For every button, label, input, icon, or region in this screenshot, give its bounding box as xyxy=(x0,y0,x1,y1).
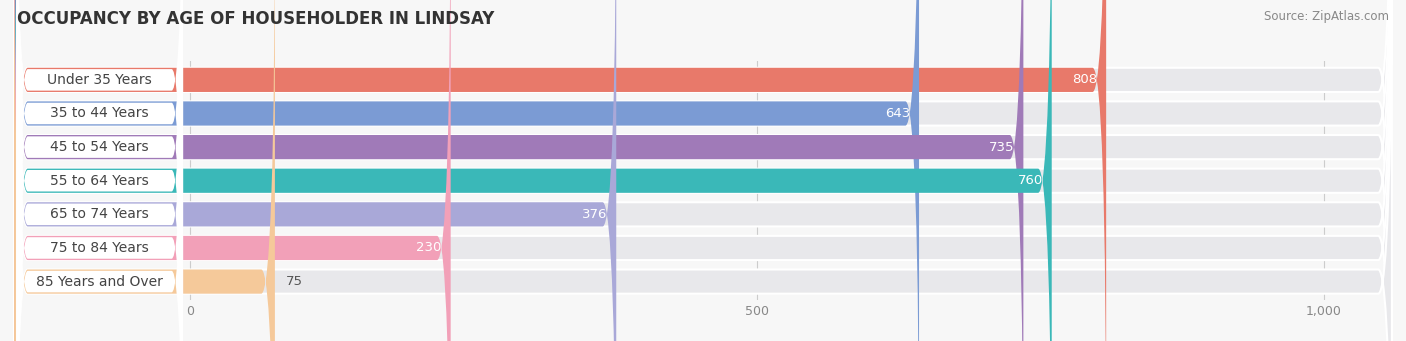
FancyBboxPatch shape xyxy=(14,0,451,341)
Text: OCCUPANCY BY AGE OF HOUSEHOLDER IN LINDSAY: OCCUPANCY BY AGE OF HOUSEHOLDER IN LINDS… xyxy=(17,10,495,28)
FancyBboxPatch shape xyxy=(17,0,183,341)
Text: 75: 75 xyxy=(287,275,304,288)
Text: 760: 760 xyxy=(1018,174,1043,187)
FancyBboxPatch shape xyxy=(17,0,183,341)
FancyBboxPatch shape xyxy=(14,0,276,341)
FancyBboxPatch shape xyxy=(14,0,1392,341)
FancyBboxPatch shape xyxy=(17,0,183,341)
FancyBboxPatch shape xyxy=(14,0,1052,341)
FancyBboxPatch shape xyxy=(14,0,1392,341)
FancyBboxPatch shape xyxy=(17,0,183,341)
FancyBboxPatch shape xyxy=(14,0,1107,341)
FancyBboxPatch shape xyxy=(17,0,183,341)
Text: 230: 230 xyxy=(416,241,441,254)
Text: 55 to 64 Years: 55 to 64 Years xyxy=(51,174,149,188)
Text: 376: 376 xyxy=(582,208,607,221)
Text: 65 to 74 Years: 65 to 74 Years xyxy=(51,207,149,221)
Text: 808: 808 xyxy=(1071,73,1097,86)
FancyBboxPatch shape xyxy=(14,0,1392,341)
Text: 735: 735 xyxy=(988,140,1014,153)
Text: Under 35 Years: Under 35 Years xyxy=(48,73,152,87)
FancyBboxPatch shape xyxy=(14,0,1392,341)
FancyBboxPatch shape xyxy=(14,0,1024,341)
Text: 85 Years and Over: 85 Years and Over xyxy=(37,275,163,288)
FancyBboxPatch shape xyxy=(14,0,1392,341)
FancyBboxPatch shape xyxy=(14,0,616,341)
Text: 75 to 84 Years: 75 to 84 Years xyxy=(51,241,149,255)
FancyBboxPatch shape xyxy=(14,0,1392,341)
Text: Source: ZipAtlas.com: Source: ZipAtlas.com xyxy=(1264,10,1389,23)
Text: 35 to 44 Years: 35 to 44 Years xyxy=(51,106,149,120)
FancyBboxPatch shape xyxy=(14,0,920,341)
FancyBboxPatch shape xyxy=(17,0,183,341)
Text: 643: 643 xyxy=(884,107,910,120)
FancyBboxPatch shape xyxy=(14,0,1392,341)
Text: 45 to 54 Years: 45 to 54 Years xyxy=(51,140,149,154)
FancyBboxPatch shape xyxy=(17,0,183,341)
